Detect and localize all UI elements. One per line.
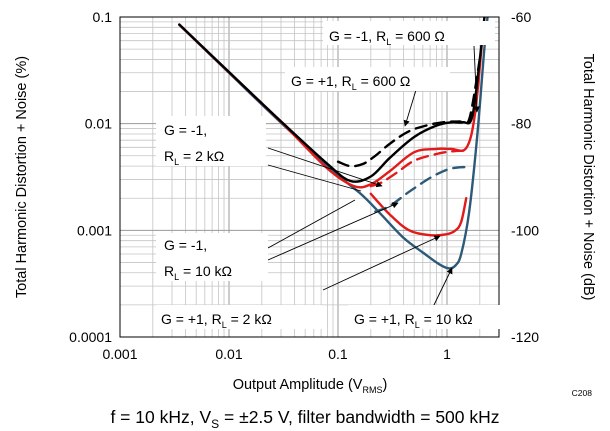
leader-g-1-10k-b: [267, 199, 356, 249]
ann-bg-g-1-10k: [156, 233, 268, 281]
y-left-tick-labels: 0.1 0.01 0.001 0.0001: [69, 9, 112, 345]
series-line: [336, 58, 481, 168]
ann-bg-g1-2k: [156, 305, 322, 329]
x-tick-label: 1: [443, 346, 451, 362]
leader-g-1-600: [473, 45, 480, 113]
x-tick-label: 0.01: [215, 346, 242, 362]
series-layer: [178, 17, 489, 270]
x-tick-label: 0.001: [102, 346, 137, 362]
y-left-axis-title: Total Harmonic Distortion + Noise (%): [14, 56, 30, 298]
leader-g-1-10k-a: [267, 202, 399, 261]
leader-g1-10k: [432, 267, 453, 308]
annotation-backgrounds: [156, 21, 518, 329]
series-line: [374, 165, 471, 213]
annotation-g-1-rl-600: G = -1, RL = 600 Ω: [329, 28, 445, 47]
y-right-axis-title: Total Harmonic Distortion + Noise (dB): [580, 54, 596, 301]
annotation-g-1-rl-10k-line2: RL = 10 kΩ: [164, 263, 232, 282]
leader-g-1-2k-a: [267, 147, 383, 188]
leader-g1-2k: [322, 235, 441, 291]
y-right-tick-label: -60: [511, 9, 531, 25]
figure-id: C208: [572, 388, 593, 398]
ann-bg-g-1-2k: [156, 116, 266, 166]
conditions-note: f = 10 kHz, VS = ±2.5 V, filter bandwidt…: [110, 407, 499, 431]
ann-bg-g1-10k: [348, 305, 518, 329]
annotation-g1-rl-2k: G = +1, RL = 2 kΩ: [161, 311, 272, 330]
y-left-tick-label: 0.01: [85, 116, 112, 132]
leader-g-1-2k-b: [267, 164, 362, 192]
y-right-tick-labels: -60 -80 -100 -120: [511, 9, 539, 345]
annotation-g1-rl-10k: G = +1, RL = 10 kΩ: [354, 311, 473, 330]
x-tick-labels: 0.001 0.01 0.1 1: [102, 346, 451, 362]
y-left-tick-label: 0.1: [93, 9, 113, 25]
ann-bg-g-1-600: [323, 21, 495, 45]
x-axis-title: Output Amplitude (VRMS): [233, 377, 388, 395]
ann-bg-g1-600: [285, 67, 450, 91]
annotation-g-1-rl-10k-line1: G = -1,: [164, 237, 207, 253]
series-line: [178, 17, 486, 183]
y-left-tick-label: 0.001: [77, 222, 112, 238]
annotation-g1-rl-600: G = +1, RL = 600 Ω: [291, 73, 410, 92]
y-right-tick-label: -100: [511, 222, 539, 238]
annotation-g-1-rl-2k-line1: G = -1,: [164, 122, 207, 138]
x-tick-label: 0.1: [328, 346, 348, 362]
y-right-tick-label: -120: [511, 329, 539, 345]
y-right-tick-label: -80: [511, 116, 531, 132]
annotation-leaders: [267, 45, 480, 308]
y-left-tick-label: 0.0001: [69, 329, 112, 345]
annotation-g-1-rl-2k-line2: RL = 2 kΩ: [164, 148, 224, 167]
series-line: [369, 192, 468, 237]
plot-frame: [119, 16, 500, 338]
leader-g1-600: [403, 89, 417, 127]
